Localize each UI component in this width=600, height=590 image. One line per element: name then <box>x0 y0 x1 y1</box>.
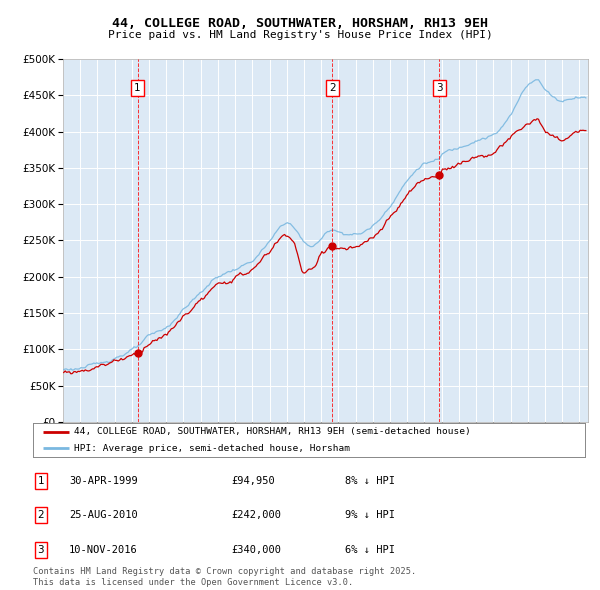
Text: Price paid vs. HM Land Registry's House Price Index (HPI): Price paid vs. HM Land Registry's House … <box>107 31 493 40</box>
Text: £94,950: £94,950 <box>231 476 275 486</box>
Text: 1: 1 <box>37 476 44 486</box>
Text: 44, COLLEGE ROAD, SOUTHWATER, HORSHAM, RH13 9EH (semi-detached house): 44, COLLEGE ROAD, SOUTHWATER, HORSHAM, R… <box>74 427 471 437</box>
Text: Contains HM Land Registry data © Crown copyright and database right 2025.
This d: Contains HM Land Registry data © Crown c… <box>33 568 416 586</box>
Text: 1: 1 <box>134 83 141 93</box>
Text: 30-APR-1999: 30-APR-1999 <box>69 476 138 486</box>
Text: £340,000: £340,000 <box>231 545 281 555</box>
Text: 9% ↓ HPI: 9% ↓ HPI <box>345 510 395 520</box>
Text: £242,000: £242,000 <box>231 510 281 520</box>
Text: 44, COLLEGE ROAD, SOUTHWATER, HORSHAM, RH13 9EH: 44, COLLEGE ROAD, SOUTHWATER, HORSHAM, R… <box>112 17 488 30</box>
Text: 10-NOV-2016: 10-NOV-2016 <box>69 545 138 555</box>
Text: 8% ↓ HPI: 8% ↓ HPI <box>345 476 395 486</box>
Text: HPI: Average price, semi-detached house, Horsham: HPI: Average price, semi-detached house,… <box>74 444 350 453</box>
Text: 6% ↓ HPI: 6% ↓ HPI <box>345 545 395 555</box>
Text: 2: 2 <box>329 83 335 93</box>
Text: 3: 3 <box>436 83 443 93</box>
Text: 25-AUG-2010: 25-AUG-2010 <box>69 510 138 520</box>
Text: 2: 2 <box>37 510 44 520</box>
Text: 3: 3 <box>37 545 44 555</box>
